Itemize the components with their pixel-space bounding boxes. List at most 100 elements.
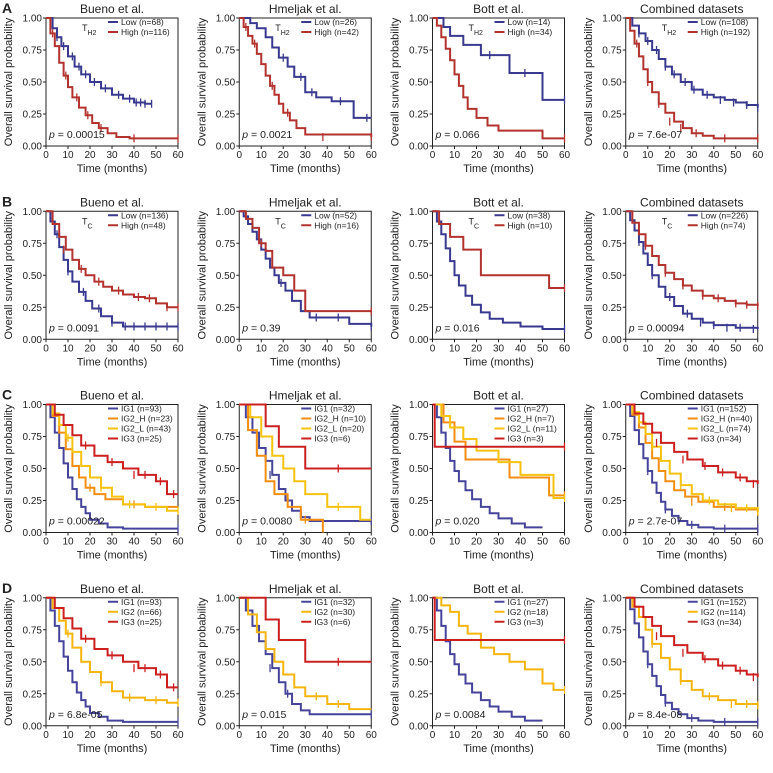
y-axis-label: Overall survival probability — [196, 211, 208, 340]
legend-label: IG3 (n=6) — [314, 434, 350, 444]
panel-title: Bott et al. — [473, 2, 524, 16]
x-tick-label: 60 — [366, 150, 378, 161]
y-tick-label: 0.75 — [216, 432, 236, 443]
legend-label: IG3 (n=3) — [508, 617, 544, 627]
y-tick-label: 0.00 — [409, 528, 429, 539]
y-tick-label: 0.00 — [409, 335, 429, 346]
y-axis-label: Overall survival probability — [583, 17, 595, 146]
km-panel: Combined datasets 0 10 20 30 40 50 60 0.00 0.25 0.… — [583, 195, 764, 368]
legend-label: High (n=116) — [121, 27, 170, 37]
y-tick-label: 0.75 — [216, 625, 236, 636]
y-tick-label: 0.75 — [409, 239, 429, 250]
y-tick-label: 1.00 — [23, 207, 43, 218]
x-axis-label: Time (months) — [657, 743, 728, 755]
plot-frame — [45, 17, 179, 147]
legend-label: High (n=10) — [508, 220, 553, 230]
km-curve — [239, 596, 372, 716]
p-value-label: p = 0.00022 — [48, 516, 105, 528]
legend-label: Low (n=108) — [701, 17, 749, 27]
km-panel: C Bueno et al. 0 10 20 30 40 50 60 0.00 0.25 0.50 0.… — [2, 387, 184, 562]
y-tick-label: 0.75 — [23, 625, 43, 636]
y-tick-label: 0.50 — [409, 464, 429, 475]
x-tick-label: 60 — [752, 730, 764, 741]
p-value: 0.39 — [260, 322, 281, 334]
km-curve — [625, 403, 759, 484]
km-curve — [625, 596, 759, 678]
panel-title: Hmeljak et al. — [269, 195, 342, 209]
x-axis-label: Time (months) — [270, 356, 341, 368]
x-tick-label: 0 — [43, 343, 49, 354]
y-tick-label: 0.75 — [216, 239, 236, 250]
y-tick-label: 0.00 — [23, 528, 43, 539]
x-tick-label: 40 — [708, 150, 720, 161]
legend-label: IG3 (n=34) — [701, 434, 742, 444]
km-curve — [46, 17, 178, 140]
x-tick-label: 30 — [300, 150, 312, 161]
x-tick-label: 50 — [730, 730, 742, 741]
p-value: 0.015 — [260, 709, 286, 721]
x-tick-label: 20 — [471, 150, 483, 161]
panel-title: Bott et al. — [473, 389, 524, 403]
legend-label: IG3 (n=25) — [121, 434, 162, 444]
legend-label: Low (n=226) — [701, 210, 749, 220]
x-tick-label: 0 — [623, 150, 629, 161]
p-value-label: p = 0.0021 — [241, 129, 292, 141]
km-curve — [625, 403, 758, 530]
panel-title: Combined datasets — [640, 389, 743, 403]
x-tick-label: 20 — [471, 730, 483, 741]
p-value-label: p = 0.39 — [241, 322, 280, 334]
x-tick-label: 50 — [150, 537, 162, 548]
x-tick-label: 0 — [236, 343, 242, 354]
legend-label: Low (n=26) — [314, 17, 357, 27]
y-axis-label: Overall survival probability — [3, 597, 15, 726]
legend-label: IG2_L (n=74) — [701, 424, 751, 434]
y-tick-label: 0.25 — [409, 303, 429, 314]
x-tick-label: 10 — [449, 343, 461, 354]
p-value-label: p = 0.0091 — [48, 322, 99, 334]
km-curve — [432, 403, 565, 497]
legend-label: Low (n=136) — [121, 210, 169, 220]
y-tick-label: 1.00 — [216, 400, 236, 411]
y-tick-label: 1.00 — [602, 207, 622, 218]
y-axis-label: Overall survival probability — [390, 597, 402, 726]
x-tick-label: 60 — [172, 150, 184, 161]
legend-label: IG2_H (n=10) — [314, 414, 366, 424]
p-value: 0.0084 — [453, 709, 485, 721]
km-panel: Bott et al. 0 10 20 30 40 50 60 0.00 0.25 0.50 0.75… — [390, 195, 571, 368]
legend-label: IG1 (n=152) — [701, 404, 747, 414]
km-curve — [432, 596, 565, 641]
x-tick-label: 60 — [559, 343, 571, 354]
x-tick-label: 40 — [128, 537, 140, 548]
x-tick-label: 10 — [449, 537, 461, 548]
x-tick-label: 50 — [344, 537, 356, 548]
panel-title: Combined datasets — [640, 2, 743, 16]
panel-title: Bott et al. — [473, 195, 524, 209]
p-value-label: p = 0.00015 — [48, 129, 105, 141]
x-tick-label: 10 — [642, 537, 654, 548]
y-tick-label: 1.00 — [602, 400, 622, 411]
y-tick-label: 0.50 — [602, 78, 622, 89]
x-tick-label: 10 — [449, 730, 461, 741]
y-tick-label: 0.50 — [23, 78, 43, 89]
legend-label: IG1 (n=32) — [314, 597, 355, 607]
km-panel: A Bueno et al. 0 10 20 30 40 50 60 0.00 0.25 0.50 0.… — [2, 0, 184, 175]
x-tick-label: 60 — [752, 537, 764, 548]
legend-subtitle: TC — [275, 216, 286, 230]
legend-label: IG1 (n=93) — [121, 597, 162, 607]
y-tick-label: 0.00 — [23, 721, 43, 732]
x-tick-label: 10 — [256, 343, 268, 354]
p-value: 0.0091 — [67, 322, 99, 334]
p-value-label: p = 0.016 — [435, 322, 480, 334]
y-tick-label: 0.75 — [602, 239, 622, 250]
p-value: 6.8e-05 — [67, 709, 103, 721]
x-tick-label: 10 — [642, 150, 654, 161]
y-tick-label: 0.00 — [602, 142, 622, 153]
legend-label: IG1 (n=32) — [314, 404, 355, 414]
x-axis-label: Time (months) — [77, 356, 148, 368]
legend-label: High (n=74) — [701, 220, 746, 230]
legend-label: Low (n=52) — [314, 210, 357, 220]
x-axis-label: Time (months) — [657, 550, 728, 562]
km-panel: Combined datasets 0 10 20 30 40 50 60 0.00 0.25 0.… — [583, 389, 764, 562]
x-tick-label: 10 — [62, 343, 74, 354]
km-curve — [46, 403, 178, 496]
